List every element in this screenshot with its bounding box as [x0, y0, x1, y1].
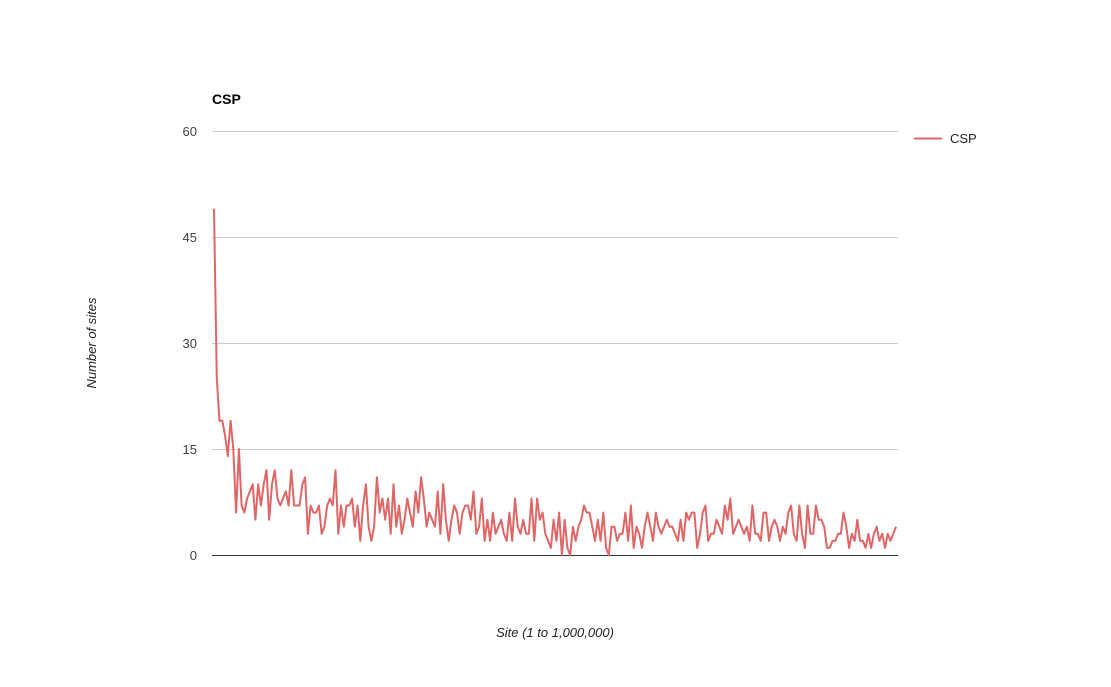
- series-line-csp: [213, 208, 897, 556]
- chart-title: CSP: [212, 91, 241, 107]
- x-axis-label: Site (1 to 1,000,000): [496, 625, 614, 640]
- y-tick-label: 60: [183, 124, 197, 139]
- y-tick-label: 0: [190, 548, 197, 563]
- y-tick-label: 45: [183, 230, 197, 245]
- y-tick-label: 15: [183, 442, 197, 457]
- y-axis-label: Number of sites: [84, 297, 99, 389]
- y-tick-label: 30: [183, 336, 197, 351]
- legend-label-csp: CSP: [950, 131, 977, 146]
- legend: CSP: [914, 131, 977, 146]
